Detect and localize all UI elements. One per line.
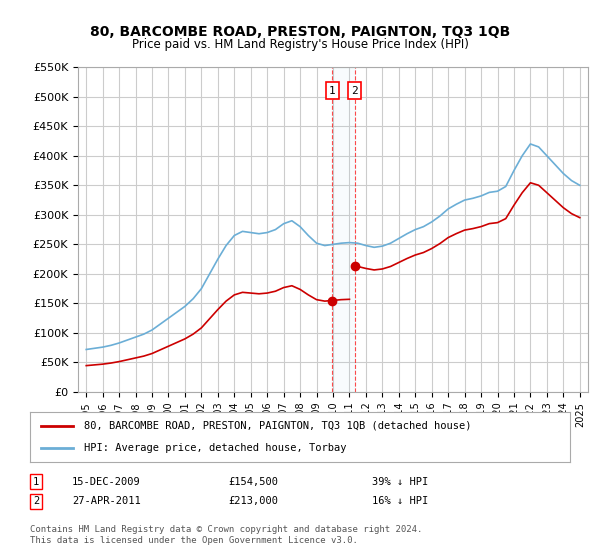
Text: 2: 2 bbox=[352, 86, 358, 96]
Text: 80, BARCOMBE ROAD, PRESTON, PAIGNTON, TQ3 1QB: 80, BARCOMBE ROAD, PRESTON, PAIGNTON, TQ… bbox=[90, 25, 510, 39]
Bar bbox=[332, 67, 355, 392]
Text: Price paid vs. HM Land Registry's House Price Index (HPI): Price paid vs. HM Land Registry's House … bbox=[131, 38, 469, 51]
Text: £154,500: £154,500 bbox=[228, 477, 278, 487]
Text: 27-APR-2011: 27-APR-2011 bbox=[72, 496, 141, 506]
Text: Contains HM Land Registry data © Crown copyright and database right 2024.
This d: Contains HM Land Registry data © Crown c… bbox=[30, 525, 422, 545]
Text: 2: 2 bbox=[33, 496, 39, 506]
Text: 1: 1 bbox=[329, 86, 336, 96]
Text: 15-DEC-2009: 15-DEC-2009 bbox=[72, 477, 141, 487]
Text: 80, BARCOMBE ROAD, PRESTON, PAIGNTON, TQ3 1QB (detached house): 80, BARCOMBE ROAD, PRESTON, PAIGNTON, TQ… bbox=[84, 421, 472, 431]
Text: 16% ↓ HPI: 16% ↓ HPI bbox=[372, 496, 428, 506]
Text: 39% ↓ HPI: 39% ↓ HPI bbox=[372, 477, 428, 487]
Text: HPI: Average price, detached house, Torbay: HPI: Average price, detached house, Torb… bbox=[84, 443, 347, 453]
Text: 1: 1 bbox=[33, 477, 39, 487]
Text: £213,000: £213,000 bbox=[228, 496, 278, 506]
